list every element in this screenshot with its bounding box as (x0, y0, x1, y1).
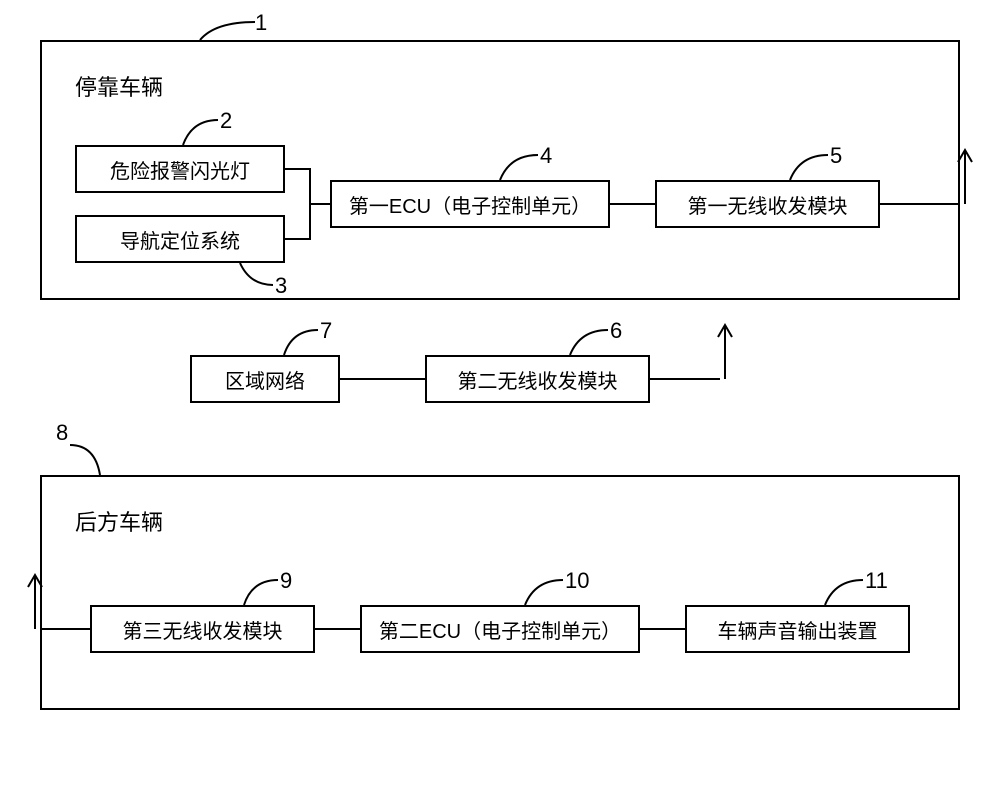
hazard-warning-flasher-block: 危险报警闪光灯 (75, 145, 285, 193)
area-network-block: 区域网络 (190, 355, 340, 403)
rear-vehicle-container (40, 475, 960, 710)
refnum-11: 11 (865, 568, 888, 594)
rear-vehicle-title: 后方车辆 (75, 505, 163, 537)
refnum-6: 6 (610, 318, 622, 344)
navigation-positioning-block: 导航定位系统 (75, 215, 285, 263)
area-network-label: 区域网络 (225, 365, 305, 394)
refnum-8: 8 (56, 420, 68, 446)
first-ecu-label: 第一ECU（电子控制单元） (349, 190, 591, 219)
second-ecu-label: 第二ECU（电子控制单元） (379, 615, 621, 644)
first-ecu-block: 第一ECU（电子控制单元） (330, 180, 610, 228)
refnum-5: 5 (830, 143, 842, 169)
refnum-4: 4 (540, 143, 552, 169)
vehicle-sound-output-block: 车辆声音输出装置 (685, 605, 910, 653)
navigation-positioning-label: 导航定位系统 (120, 225, 240, 254)
refnum-10: 10 (565, 568, 589, 594)
parked-vehicle-title: 停靠车辆 (75, 70, 163, 102)
refnum-2: 2 (220, 108, 232, 134)
vehicle-sound-output-label: 车辆声音输出装置 (718, 615, 878, 644)
refnum-9: 9 (280, 568, 292, 594)
hazard-warning-flasher-label: 危险报警闪光灯 (110, 155, 250, 184)
refnum-1: 1 (255, 10, 267, 36)
first-wireless-block: 第一无线收发模块 (655, 180, 880, 228)
second-ecu-block: 第二ECU（电子控制单元） (360, 605, 640, 653)
refnum-7: 7 (320, 318, 332, 344)
second-wireless-block: 第二无线收发模块 (425, 355, 650, 403)
third-wireless-block: 第三无线收发模块 (90, 605, 315, 653)
first-wireless-label: 第一无线收发模块 (688, 190, 848, 219)
refnum-3: 3 (275, 273, 287, 299)
second-wireless-label: 第二无线收发模块 (458, 365, 618, 394)
third-wireless-label: 第三无线收发模块 (123, 615, 283, 644)
